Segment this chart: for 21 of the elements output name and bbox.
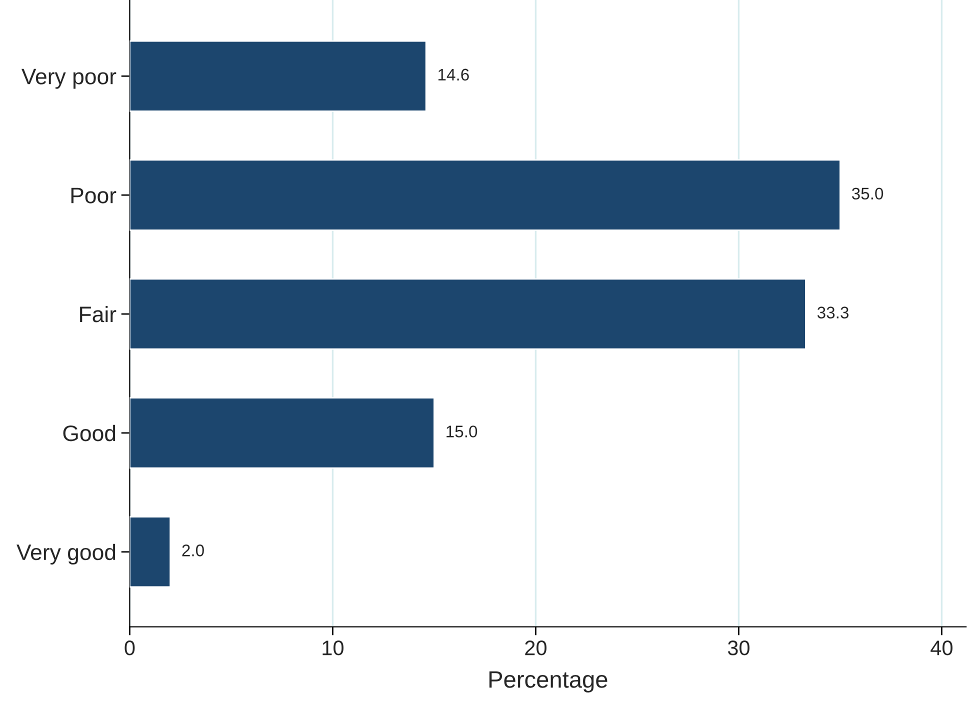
y-tick-label: Fair (80, 306, 116, 322)
data-label: 33.3 (817, 306, 849, 318)
x-tick-label: 30 (728, 640, 750, 656)
y-tick-label: Good (63, 424, 116, 442)
y-tick-label: Poor (71, 188, 116, 204)
data-label: 35.0 (852, 188, 884, 200)
bar (130, 397, 435, 469)
x-tick-label: 40 (930, 640, 952, 656)
bar (130, 159, 841, 231)
data-label: 2.0 (182, 544, 204, 556)
bar (130, 516, 172, 588)
bar (130, 278, 806, 350)
data-label: 15.0 (446, 426, 478, 438)
y-tick-label: Very good (16, 544, 116, 565)
x-tick-label: 0 (124, 640, 135, 656)
x-tick-label: 10 (322, 640, 344, 656)
y-tick-label: Very poor (22, 68, 116, 89)
data-label: 14.6 (438, 68, 469, 81)
x-axis-title: Percentage (489, 671, 608, 693)
bar (130, 40, 427, 112)
x-tick-label: 20 (525, 640, 546, 656)
